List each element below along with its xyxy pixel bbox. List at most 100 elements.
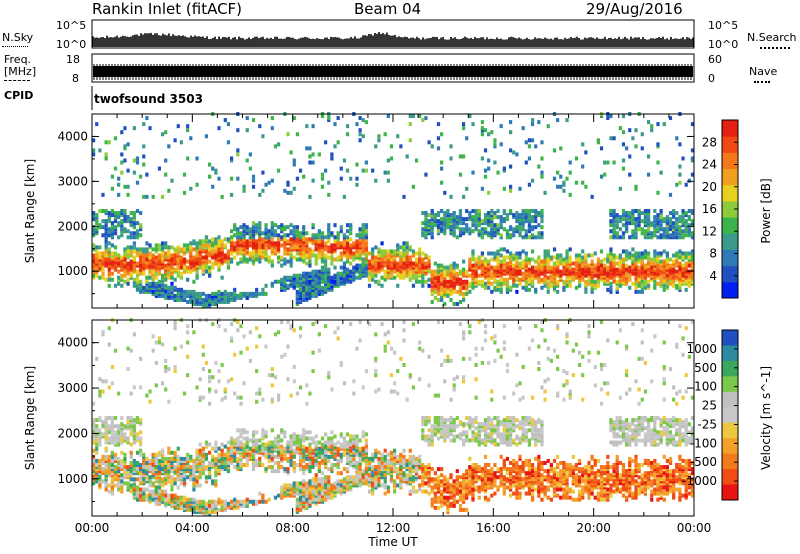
power-cell [414, 271, 419, 276]
power-cell [430, 231, 434, 236]
power-colorbar-cell [722, 120, 738, 137]
power-cell [95, 227, 99, 232]
power-cell [182, 251, 187, 256]
power-cell [276, 259, 281, 264]
power-cell [681, 229, 685, 234]
power-cell [142, 259, 146, 264]
power-cell [621, 257, 626, 262]
power-cell [527, 229, 532, 234]
velocity-cell [107, 342, 111, 347]
power-cell [179, 297, 183, 302]
power-cell [568, 283, 572, 288]
power-cell [145, 253, 149, 258]
power-cell [443, 211, 447, 216]
power-cell [201, 243, 205, 248]
velocity-cell [167, 446, 171, 451]
velocity-cell [95, 418, 99, 423]
power-cell [577, 267, 582, 272]
power-cell [289, 253, 293, 258]
power-cell [452, 231, 456, 236]
power-cell [154, 255, 158, 260]
power-cell [239, 257, 243, 262]
power-cell [408, 114, 412, 119]
power-cell [672, 221, 676, 226]
power-cell [461, 126, 466, 131]
power-cell [286, 225, 290, 230]
power-cell [120, 277, 124, 282]
power-cell [361, 261, 365, 266]
power-cell [251, 235, 256, 240]
power-cell [411, 249, 416, 254]
power-cell [490, 223, 494, 228]
power-cell [132, 283, 136, 288]
power-cell [499, 142, 503, 147]
power-cell [540, 269, 544, 274]
power-cell [245, 231, 249, 236]
power-cell [402, 245, 406, 250]
power-cell [389, 263, 394, 268]
power-cell [145, 261, 149, 266]
power-cell [625, 257, 629, 262]
velocity-cell [98, 479, 102, 484]
power-cell [223, 118, 227, 123]
power-cell [650, 223, 654, 228]
power-cell [358, 263, 362, 268]
power-cell [226, 255, 231, 260]
power-cell [502, 259, 506, 264]
power-cell [229, 297, 234, 302]
power-cell [634, 251, 638, 256]
velocity-cell [157, 497, 162, 502]
power-cell [107, 211, 111, 216]
power-cell [452, 215, 456, 220]
power-cell [295, 289, 300, 294]
power-cell [436, 279, 441, 284]
power-cell [186, 289, 190, 294]
velocity-cell [208, 463, 212, 467]
power-cell [502, 279, 506, 284]
power-cell [273, 233, 278, 238]
power-cell [421, 267, 425, 272]
power-cell [480, 128, 484, 133]
velocity-cell [195, 465, 199, 470]
velocity-cell [113, 416, 118, 421]
power-cell [518, 251, 522, 256]
velocity-cell [182, 501, 187, 506]
power-cell [634, 225, 638, 230]
velocity-cell [189, 501, 193, 506]
power-cell [587, 273, 591, 278]
power-cell [154, 247, 158, 252]
power-cell [380, 241, 384, 246]
power-cell [678, 267, 682, 272]
velocity-cell [98, 481, 102, 486]
velocity-cell [182, 473, 187, 478]
power-cell [609, 249, 613, 254]
power-cell [590, 261, 594, 266]
velocity-cell [157, 460, 162, 465]
power-cell [512, 279, 516, 284]
power-cell [637, 283, 641, 288]
power-cell [214, 261, 218, 266]
power-cell [308, 291, 312, 296]
power-cell [349, 255, 353, 260]
power-cell [562, 188, 566, 193]
power-cell [164, 241, 168, 246]
power-cell [640, 255, 644, 260]
power-cell [440, 291, 444, 296]
power-cell [440, 267, 444, 272]
power-cell [440, 285, 444, 290]
power-cell [151, 277, 155, 282]
power-cell [242, 257, 246, 262]
power-cell [120, 219, 124, 224]
power-cell [107, 271, 111, 276]
power-cell [690, 221, 695, 226]
power-cell [643, 279, 648, 284]
power-cell [543, 279, 547, 284]
power-cell [465, 287, 469, 292]
velocity-cell [123, 465, 127, 470]
power-cell [107, 251, 111, 256]
velocity-cell [135, 495, 140, 500]
power-cell [455, 277, 459, 282]
velocity-cell [95, 473, 99, 478]
power-cell [167, 265, 171, 270]
power-cell [330, 243, 334, 248]
